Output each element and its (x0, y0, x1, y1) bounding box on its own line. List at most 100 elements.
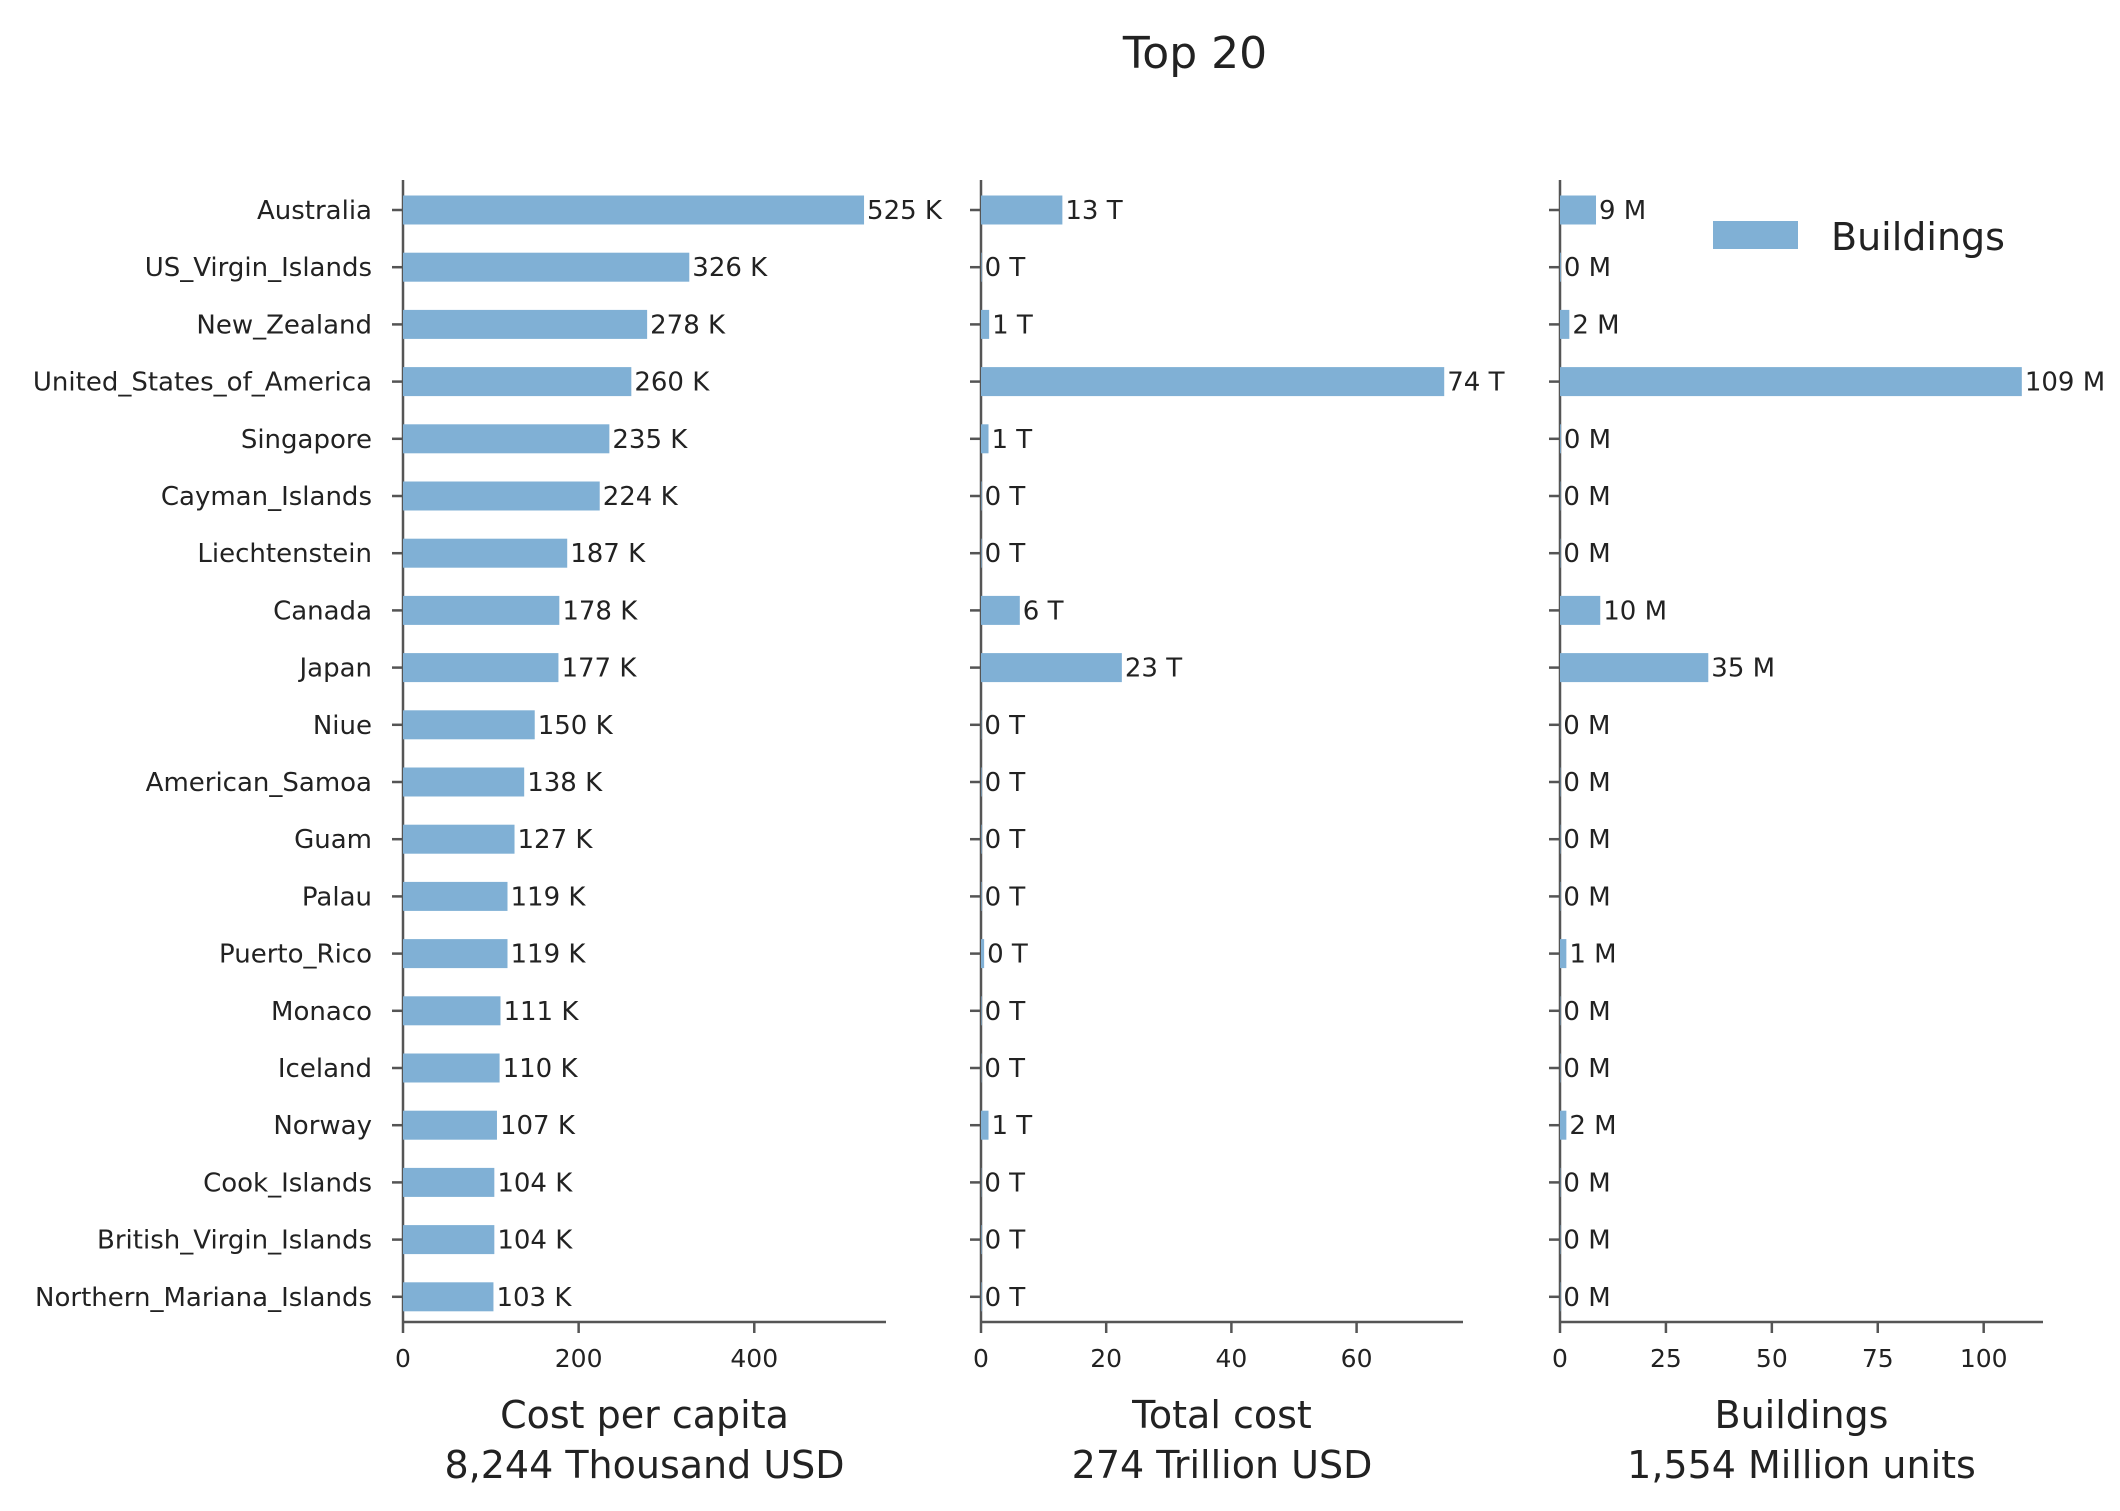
value-label: 6 T (1023, 596, 1064, 626)
category-label: United_States_of_America (33, 368, 372, 398)
chart-title: Top 20 (1122, 28, 1267, 79)
value-label: 235 K (612, 425, 688, 455)
value-label: 2 M (1572, 310, 1619, 340)
value-label: 260 K (634, 368, 710, 398)
chart-panels: Australia US_Virgin_Islands New_Zealand Uni… (33, 180, 2105, 1487)
x-tick-label: 50 (1756, 1344, 1788, 1373)
bar (403, 481, 600, 511)
category-label: Japan (297, 654, 372, 684)
bar (981, 939, 985, 969)
value-label: 0 T (985, 825, 1026, 855)
bar (403, 1053, 500, 1083)
category-label: Cayman_Islands (161, 482, 372, 512)
bar (981, 1282, 982, 1312)
category-label: US_Virgin_Islands (145, 253, 372, 283)
category-label: Northern_Mariana_Islands (35, 1283, 372, 1313)
x-tick-label: 0 (395, 1344, 411, 1373)
value-label: 0 T (985, 539, 1026, 569)
x-axis-subtitle: 8,244 Thousand USD (444, 1443, 844, 1487)
value-label: 103 K (496, 1283, 572, 1313)
value-label: 1 M (1569, 940, 1616, 970)
value-label: 119 K (511, 940, 587, 970)
value-label: 150 K (538, 711, 614, 741)
x-tick-label: 100 (1960, 1344, 2008, 1373)
bar (981, 309, 990, 339)
value-label: 1 T (992, 1111, 1033, 1141)
bar (981, 595, 1020, 625)
value-label: 0 T (984, 1168, 1025, 1198)
value-label: 525 K (867, 196, 943, 226)
category-label: Australia (257, 196, 372, 226)
x-tick-label: 0 (973, 1344, 989, 1373)
bar (403, 252, 690, 282)
value-label: 9 M (1599, 196, 1646, 226)
x-axis-subtitle: 274 Trillion USD (1072, 1443, 1373, 1487)
bar (1560, 939, 1567, 969)
bar (403, 996, 501, 1026)
value-label: 104 K (497, 1226, 573, 1256)
bar (403, 1167, 495, 1197)
bar (981, 653, 1122, 683)
value-label: 109 M (2025, 368, 2105, 398)
value-label: 0 M (1563, 539, 1610, 569)
x-tick-label: 75 (1862, 1344, 1894, 1373)
value-label: 23 T (1125, 654, 1182, 684)
x-tick-label: 25 (1650, 1344, 1682, 1373)
bar (403, 195, 865, 225)
bar (1560, 595, 1601, 625)
bar (981, 767, 982, 797)
bar (981, 481, 982, 511)
category-label: British_Virgin_Islands (97, 1226, 372, 1256)
value-label: 278 K (650, 310, 726, 340)
bar (1560, 367, 2022, 397)
x-tick-label: 0 (1552, 1344, 1568, 1373)
x-tick-label: 200 (555, 1344, 603, 1373)
value-label: 0 M (1564, 425, 1611, 455)
legend-label-buildings: Buildings (1831, 215, 2005, 259)
value-label: 0 T (985, 882, 1026, 912)
value-label: 0 M (1563, 997, 1610, 1027)
value-label: 107 K (500, 1111, 576, 1141)
x-tick-label: 60 (1341, 1344, 1373, 1373)
x-axis-subtitle: 1,554 Million units (1627, 1443, 1976, 1487)
value-label: 111 K (503, 997, 579, 1027)
bar (981, 1110, 989, 1140)
value-label: 2 M (1569, 1111, 1616, 1141)
bar (403, 824, 515, 854)
bar (981, 824, 982, 854)
bar (1560, 195, 1597, 225)
legend: Buildings (1713, 215, 2005, 259)
bar (403, 309, 648, 339)
category-label: Iceland (278, 1054, 372, 1084)
value-label: 0 M (1563, 711, 1610, 741)
panel-2: 13 T 0 T 1 T 74 T 1 T 0 T 0 T 6 T 23 T 0 T 0 T 0 T 0… (970, 180, 1505, 1487)
x-axis-title: Buildings (1715, 1393, 1889, 1437)
value-label: 0 T (985, 253, 1026, 283)
value-label: 119 K (511, 882, 587, 912)
bar (403, 367, 632, 397)
category-label: Cook_Islands (203, 1168, 372, 1198)
category-label: Guam (294, 825, 372, 855)
bar (981, 996, 982, 1026)
bar (1560, 252, 1561, 282)
category-label: Norway (273, 1111, 372, 1141)
bar (403, 1282, 494, 1312)
value-label: 74 T (1447, 368, 1504, 398)
legend-swatch-buildings (1713, 221, 1798, 249)
x-tick-label: 40 (1215, 1344, 1247, 1373)
bar (1560, 1110, 1567, 1140)
bar (403, 767, 525, 797)
value-label: 0 M (1563, 1054, 1610, 1084)
value-label: 110 K (503, 1054, 579, 1084)
value-label: 178 K (562, 596, 638, 626)
bar (1560, 424, 1561, 454)
value-label: 1 T (992, 425, 1033, 455)
value-label: 0 M (1563, 882, 1610, 912)
value-label: 326 K (692, 253, 768, 283)
bar (981, 1225, 982, 1255)
value-label: 0 T (984, 1054, 1025, 1084)
value-label: 0 M (1563, 1168, 1610, 1198)
value-label: 224 K (603, 482, 679, 512)
bar (403, 538, 568, 568)
